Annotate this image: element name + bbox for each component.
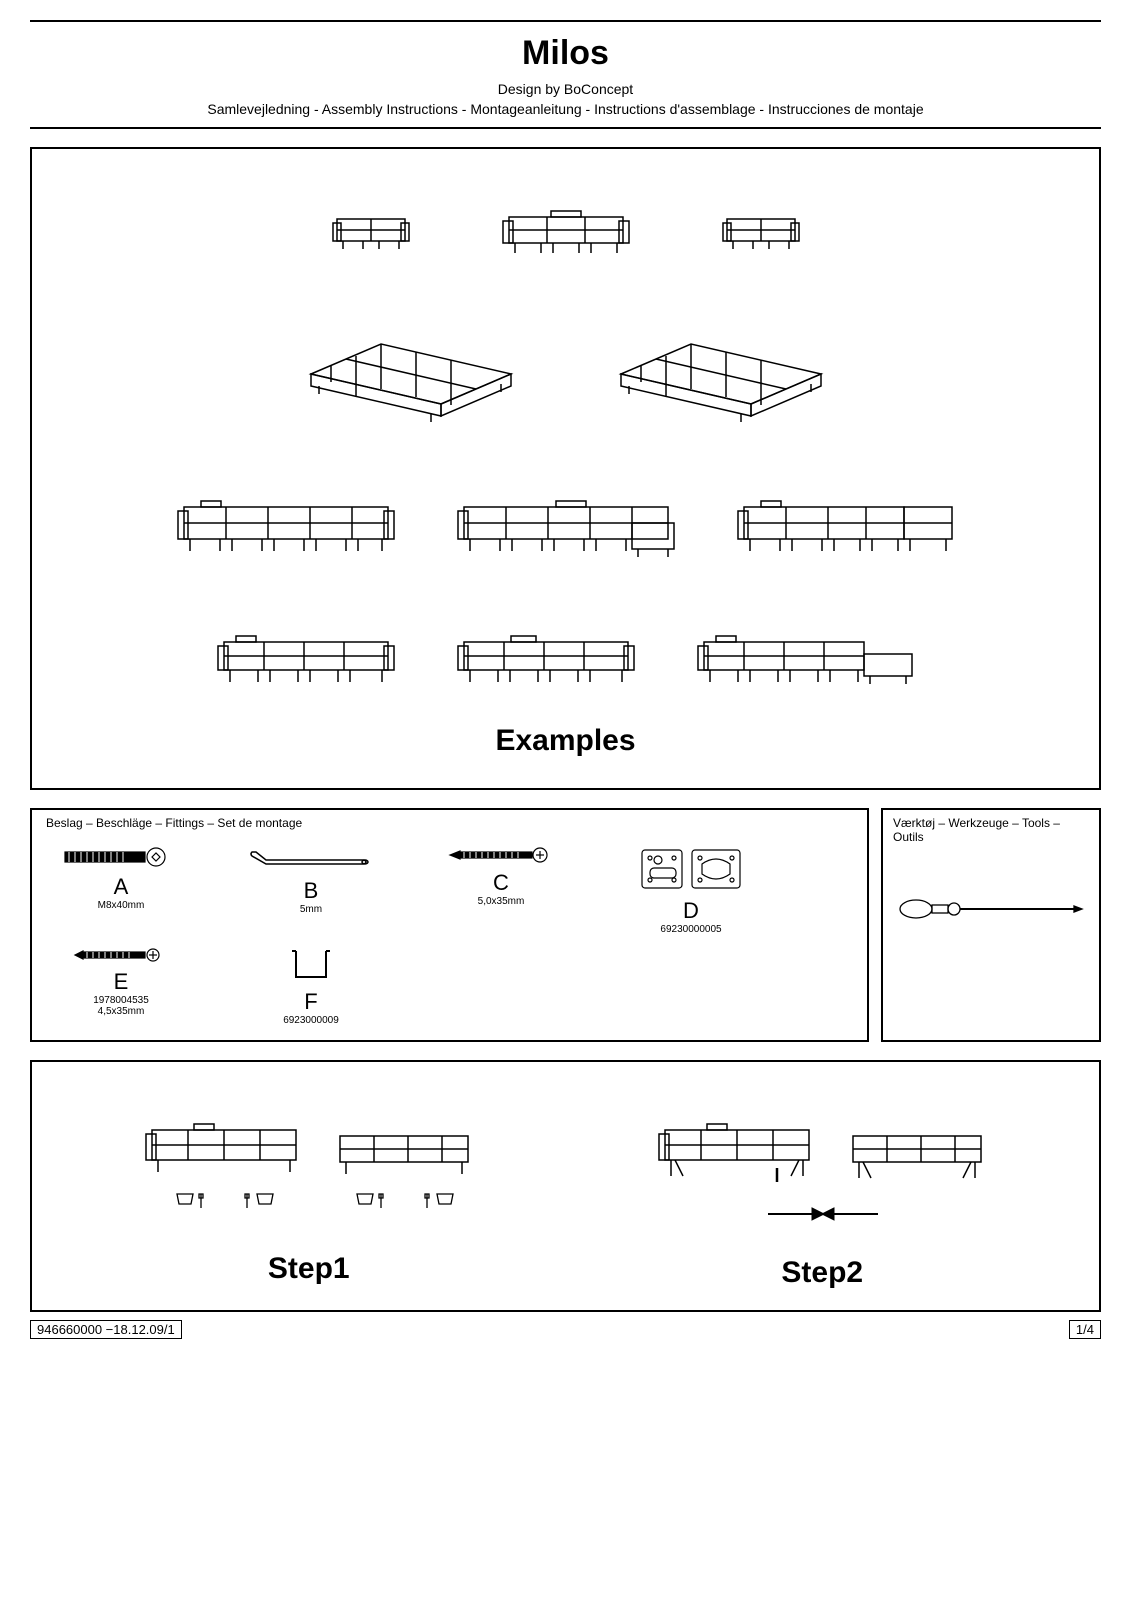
part-E-spec2: 4,5x35mm [98, 1006, 145, 1017]
fittings-tools-row: Beslag – Beschläge – Fittings – Set de m… [30, 808, 1101, 1042]
join-arrows-icon [762, 1202, 882, 1226]
tools-panel: Værktøj – Werkzeuge – Tools – Outils [881, 808, 1101, 1042]
sofa-row-3 [52, 499, 1079, 564]
part-F: F 6923000009 [236, 945, 386, 1026]
step1-label: Step1 [268, 1252, 350, 1286]
leg-icon [173, 1190, 209, 1212]
leg-icon [419, 1190, 455, 1212]
fittings-header: Beslag – Beschläge – Fittings – Set de m… [46, 816, 853, 830]
screwdriver-icon [893, 894, 1089, 924]
sofa-4b [456, 634, 636, 694]
sofa-small-2 [721, 209, 801, 264]
part-F-spec: 6923000009 [283, 1015, 339, 1026]
step2-sofa-right [847, 1122, 987, 1192]
part-D-spec: 69230000005 [660, 924, 721, 935]
sectional-long-3 [736, 499, 956, 564]
step2-col: Step2 [566, 1122, 1080, 1290]
steps-panel: Step1 [30, 1060, 1101, 1312]
part-C-spec: 5,0x35mm [478, 896, 525, 907]
rule-under-header [30, 127, 1101, 129]
step2-label: Step2 [781, 1256, 863, 1290]
part-A-letter: A [114, 874, 129, 900]
leg-icon [239, 1190, 275, 1212]
part-D: D 69230000005 [616, 844, 766, 935]
sofa-4a [216, 634, 396, 694]
instructions-line: Samlevejledning - Assembly Instructions … [30, 101, 1101, 117]
part-A: A M8x40mm [46, 844, 196, 935]
examples-panel: Examples [30, 147, 1101, 790]
step1-sofa-right [334, 1122, 474, 1212]
sofa-small-1 [331, 209, 411, 264]
part-E-spec1: 1978004535 [93, 995, 149, 1006]
step1-col: Step1 [52, 1122, 566, 1290]
examples-label: Examples [52, 724, 1079, 758]
sofa-med-1 [501, 209, 631, 264]
designer-line: Design by BoConcept [30, 81, 1101, 97]
part-B-letter: B [304, 878, 319, 904]
rule-top [30, 20, 1101, 22]
part-C: C 5,0x35mm [426, 844, 576, 935]
step1-sofa-left [144, 1122, 304, 1212]
part-E-letter: E [114, 969, 129, 995]
part-F-letter: F [304, 989, 317, 1015]
sofa-4c [696, 634, 916, 694]
sofa-row-2 [52, 334, 1079, 429]
part-A-spec: M8x40mm [98, 900, 145, 911]
sectional-long-1 [176, 499, 396, 564]
part-B: B 5mm [236, 844, 386, 935]
sectional-L-1 [301, 334, 521, 429]
sofa-row-4 [52, 634, 1079, 694]
part-B-spec: 5mm [300, 904, 322, 915]
fittings-panel: Beslag – Beschläge – Fittings – Set de m… [30, 808, 869, 1042]
sofa-row-1 [52, 209, 1079, 264]
leg-icon [353, 1190, 389, 1212]
step2-sofa-left [657, 1122, 817, 1192]
footer-page-num: 1/4 [1069, 1320, 1101, 1339]
footer-doc-id: 946660000 −18.12.09/1 [30, 1320, 182, 1339]
sectional-long-2 [456, 499, 676, 564]
part-D-letter: D [683, 898, 699, 924]
product-title: Milos [30, 34, 1101, 73]
part-E: E 1978004535 4,5x35mm [46, 945, 196, 1026]
part-C-letter: C [493, 870, 509, 896]
page-footer: 946660000 −18.12.09/1 1/4 [30, 1320, 1101, 1339]
tools-header: Værktøj – Werkzeuge – Tools – Outils [893, 816, 1089, 844]
sectional-L-2 [611, 334, 831, 429]
